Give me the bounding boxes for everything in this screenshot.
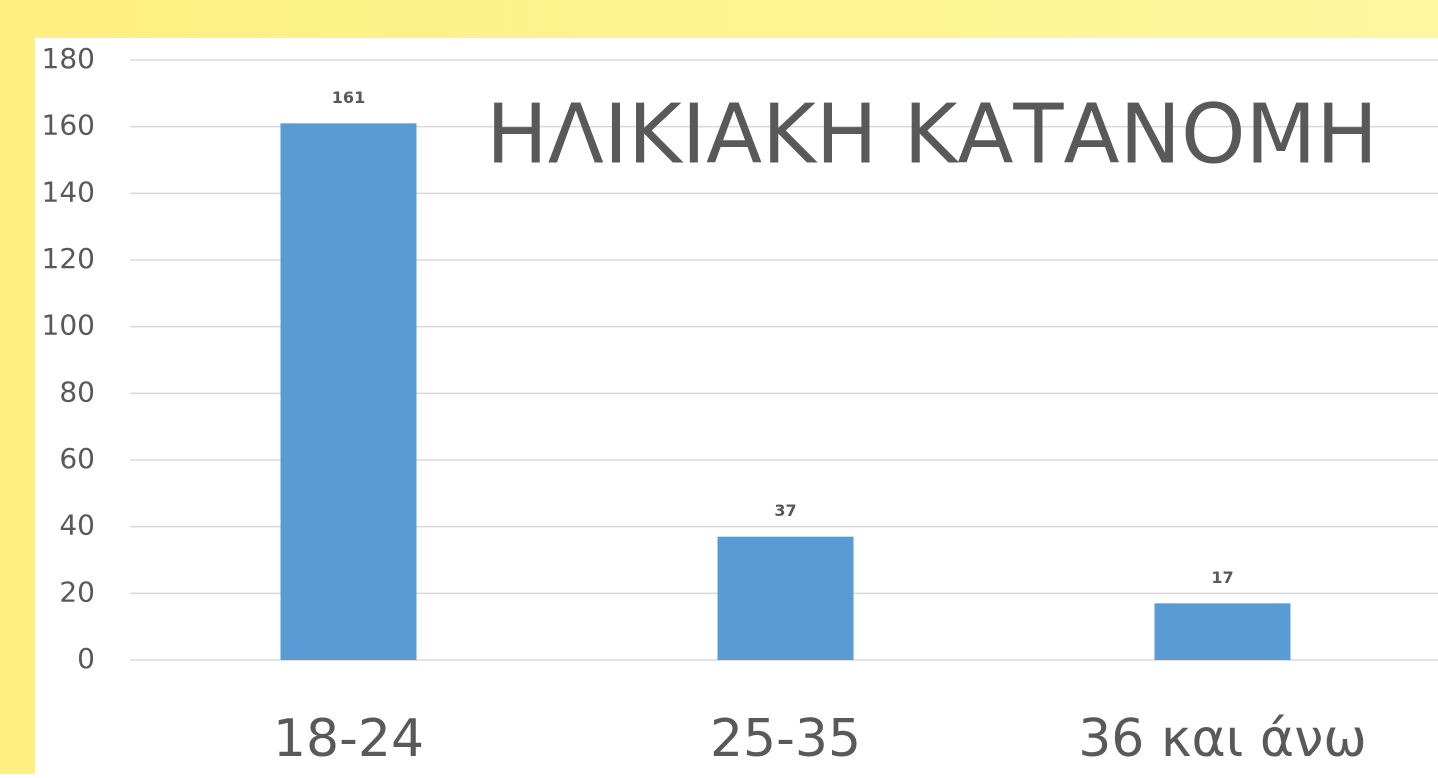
y-tick-label: 60 xyxy=(59,442,95,475)
y-tick-label: 20 xyxy=(59,575,95,608)
y-tick-label: 0 xyxy=(77,642,95,675)
y-tick-label: 180 xyxy=(42,42,95,75)
bar xyxy=(1154,603,1291,660)
data-label: 17 xyxy=(1211,568,1233,587)
x-tick-label: 25-35 xyxy=(710,709,861,769)
chart-title: ΗΛΙΚΙΑΚΗ ΚΑΤΑΝΟΜΗ xyxy=(486,87,1378,182)
y-tick-label: 120 xyxy=(42,242,95,275)
y-tick-label: 160 xyxy=(42,109,95,142)
y-tick-label: 40 xyxy=(59,509,95,542)
data-label: 37 xyxy=(774,501,796,520)
data-label: 161 xyxy=(332,88,365,107)
y-tick-label: 100 xyxy=(42,309,95,342)
y-tick-label: 140 xyxy=(42,175,95,208)
x-tick-label: 18-24 xyxy=(273,709,424,769)
y-tick-label: 80 xyxy=(59,375,95,408)
bar xyxy=(717,536,854,660)
x-tick-label: 36 και άνω xyxy=(1078,709,1367,769)
bar xyxy=(280,123,417,661)
